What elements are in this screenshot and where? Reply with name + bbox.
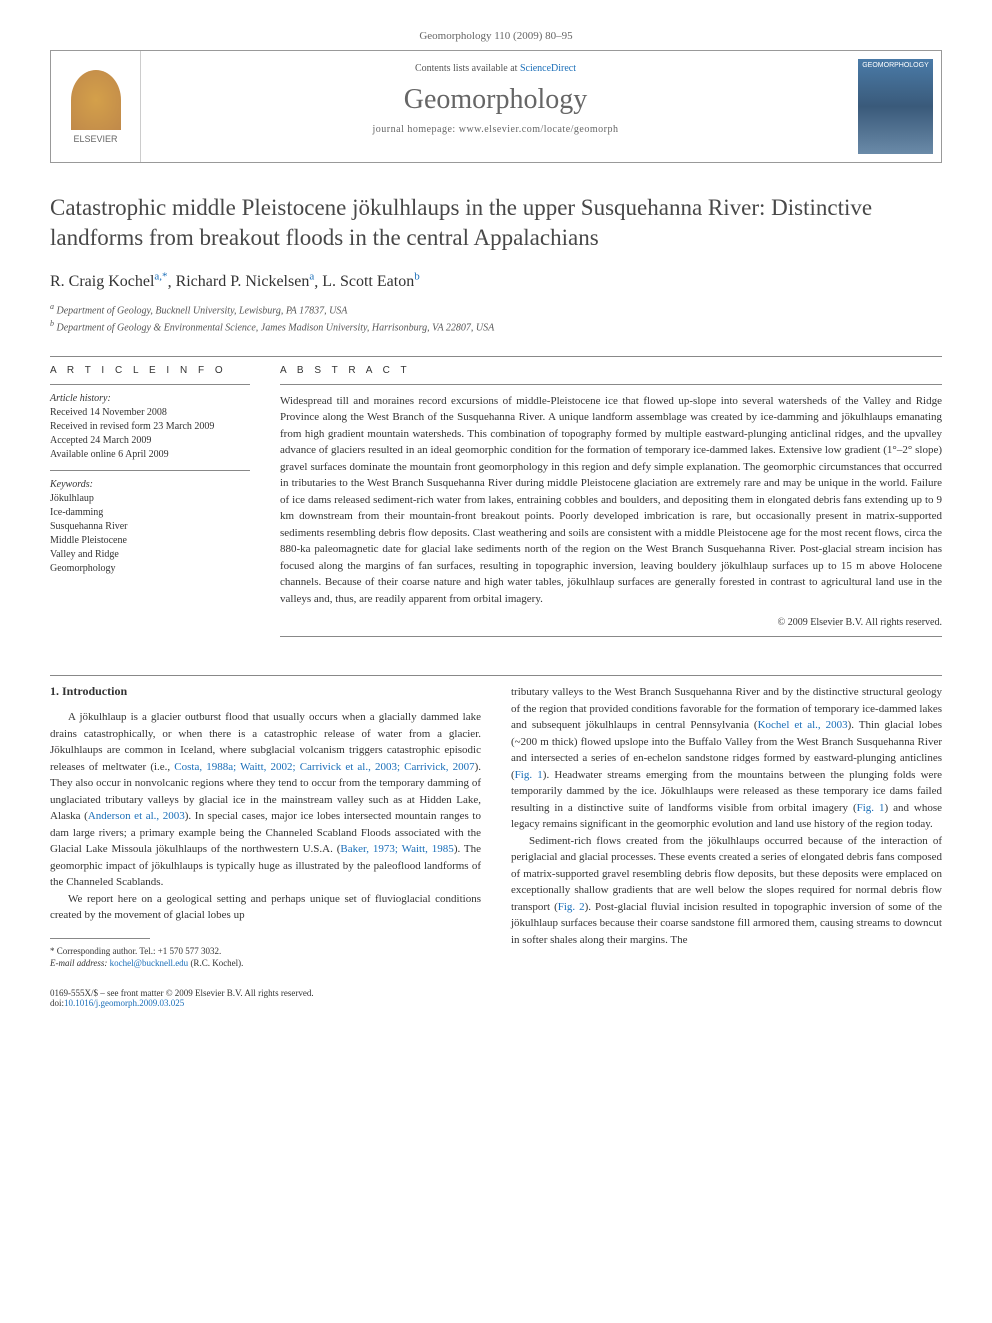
keyword: Geomorphology [50,562,250,576]
body-paragraph: tributary valleys to the West Branch Sus… [511,684,942,833]
body-text: A jökulhlaup is a glacier outburst flood… [50,709,481,924]
front-matter-line: 0169-555X/$ – see front matter © 2009 El… [50,988,942,998]
journal-homepage: journal homepage: www.elsevier.com/locat… [153,124,838,135]
keyword: Valley and Ridge [50,548,250,562]
history-label: Article history: [50,393,250,404]
abstract-copyright: © 2009 Elsevier B.V. All rights reserved… [280,617,942,628]
abstract-column: A B S T R A C T Widespread till and mora… [280,365,942,646]
author-name: R. Craig Kochel [50,273,154,290]
article-info-column: A R T I C L E I N F O Article history: R… [50,365,250,646]
elsevier-label: ELSEVIER [73,134,117,144]
citation-link[interactable]: Costa, 1988a; Waitt, 2002; Carrivick et … [174,761,474,773]
journal-citation: Geomorphology 110 (2009) 80–95 [50,30,942,42]
keywords-label: Keywords: [50,479,250,490]
divider [280,636,942,637]
abstract-heading: A B S T R A C T [280,365,942,376]
body-paragraph: A jökulhlaup is a glacier outburst flood… [50,709,481,891]
history-item: Received in revised form 23 March 2009 [50,420,250,434]
homepage-prefix: journal homepage: [373,124,459,135]
divider [50,470,250,471]
history-item: Available online 6 April 2009 [50,448,250,462]
body-column-right: tributary valleys to the West Branch Sus… [511,684,942,970]
history-item: Received 14 November 2008 [50,406,250,420]
corresponding-author: * Corresponding author. Tel.: +1 570 577… [50,945,481,958]
affiliation: a Department of Geology, Bucknell Univer… [50,301,942,318]
keyword: Middle Pleistocene [50,534,250,548]
contents-available-line: Contents lists available at ScienceDirec… [153,63,838,74]
elsevier-tree-icon [71,70,121,130]
author: Richard P. Nickelsena [176,273,315,290]
figure-link[interactable]: Fig. 1 [515,769,543,781]
journal-cover-title: GEOMORPHOLOGY [858,59,933,72]
keyword: Ice-damming [50,506,250,520]
author: R. Craig Kochela,* [50,273,168,290]
keyword: Jökulhlaup [50,492,250,506]
footnote-rule [50,938,150,939]
keyword: Susquehanna River [50,520,250,534]
author-name: L. Scott Eaton [322,273,414,290]
body-columns: 1. Introduction A jökulhlaup is a glacie… [50,684,942,970]
journal-name: Geomorphology [153,84,838,116]
article-title: Catastrophic middle Pleistocene jökulhla… [50,193,942,253]
citation-link[interactable]: Kochel et al., 2003 [758,719,848,731]
contents-prefix: Contents lists available at [415,63,520,74]
divider [50,384,250,385]
author-name: Richard P. Nickelsen [176,273,310,290]
divider [50,356,942,357]
affil-sup: b [50,319,54,328]
affiliations: a Department of Geology, Bucknell Univer… [50,301,942,336]
article-info-heading: A R T I C L E I N F O [50,365,250,376]
footnote: * Corresponding author. Tel.: +1 570 577… [50,945,481,970]
abstract-text: Widespread till and moraines record excu… [280,393,942,608]
history-item: Accepted 24 March 2009 [50,434,250,448]
email-link[interactable]: kochel@bucknell.edu [110,958,189,968]
affil-sup: a [50,302,54,311]
sciencedirect-link[interactable]: ScienceDirect [520,63,576,74]
author-affil-sup: a,* [154,271,167,283]
figure-link[interactable]: Fig. 2 [558,901,585,913]
body-text: tributary valleys to the West Branch Sus… [511,684,942,948]
author-affil-sup: b [414,271,420,283]
email-label: E-mail address: [50,958,110,968]
affil-text: Department of Geology, Bucknell Universi… [57,305,348,316]
doi-link[interactable]: 10.1016/j.geomorph.2009.03.025 [64,998,184,1008]
doi-line: doi:10.1016/j.geomorph.2009.03.025 [50,998,942,1008]
body-column-left: 1. Introduction A jökulhlaup is a glacie… [50,684,481,970]
author: L. Scott Eatonb [322,273,419,290]
author-affil-sup: a [309,271,314,283]
body-paragraph: Sediment-rich flows created from the jök… [511,833,942,949]
figure-link[interactable]: Fig. 1 [857,802,885,814]
citation-link[interactable]: Anderson et al., 2003 [88,810,185,822]
affil-text: Department of Geology & Environmental Sc… [57,323,495,334]
email-suffix: (R.C. Kochel). [188,958,243,968]
elsevier-logo: ELSEVIER [51,51,141,162]
journal-header-box: ELSEVIER Contents lists available at Sci… [50,50,942,163]
divider [280,384,942,385]
divider [50,675,942,676]
doi-prefix: doi: [50,998,64,1008]
affiliation: b Department of Geology & Environmental … [50,318,942,335]
body-paragraph: We report here on a geological setting a… [50,891,481,924]
section-heading: 1. Introduction [50,684,481,699]
citation-link[interactable]: Baker, 1973; Waitt, 1985 [340,843,453,855]
page-footer: 0169-555X/$ – see front matter © 2009 El… [50,988,942,1008]
authors-line: R. Craig Kochela,*, Richard P. Nickelsen… [50,271,942,291]
email-line: E-mail address: kochel@bucknell.edu (R.C… [50,957,481,970]
homepage-url[interactable]: www.elsevier.com/locate/geomorph [459,124,619,135]
journal-cover-thumbnail: GEOMORPHOLOGY [858,59,933,154]
